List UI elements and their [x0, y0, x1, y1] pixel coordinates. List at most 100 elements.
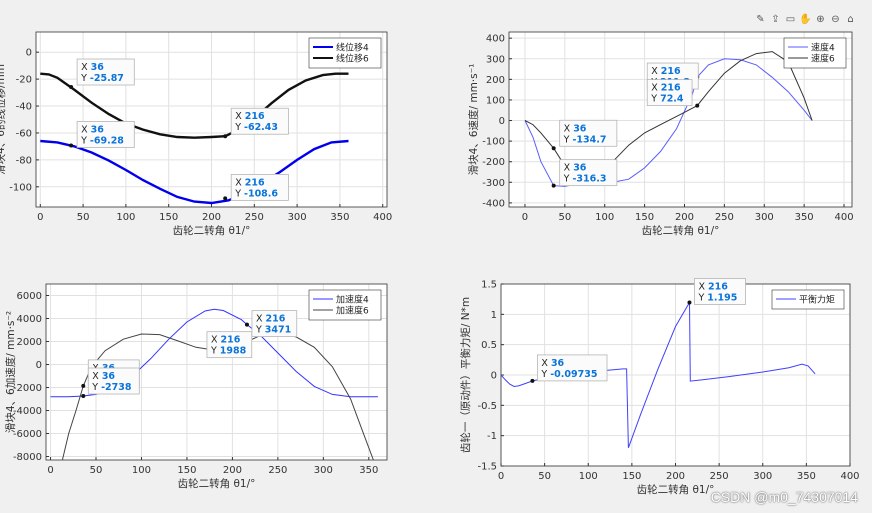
y-axis-label: 滑块4、6速度/ mm·s⁻¹ [467, 64, 480, 176]
datatip-x: X 216 [211, 335, 241, 346]
x-tick-label: 0 [522, 212, 528, 223]
y-tick-label: 0 [26, 48, 32, 59]
datatip-icon[interactable]: ▭ [785, 14, 796, 25]
y-tick-label: -400 [482, 198, 505, 209]
x-tick-label: 350 [795, 212, 814, 223]
x-tick-label: 300 [755, 212, 774, 223]
axes-frame [508, 31, 853, 208]
pan-icon[interactable]: ✋ [799, 14, 812, 25]
datatip-x: X 36 [81, 124, 104, 135]
y-tick-label: 0 [491, 371, 497, 382]
datatip-marker [223, 196, 228, 201]
x-tick-label: 150 [159, 212, 178, 223]
legend-label: 速度4 [811, 42, 835, 54]
x-tick-label: 100 [595, 212, 614, 223]
datatip-box [87, 367, 140, 395]
datatip-x: X 36 [81, 62, 104, 73]
x-tick-label: 0 [498, 471, 504, 482]
datatip-x-value: 216 [661, 83, 681, 94]
y-tick-label: 300 [486, 54, 505, 65]
datatip-y-value: -134.7 [572, 134, 606, 145]
datatip-y: Y 3471 [255, 325, 291, 336]
datatip-y-value: -0.09735 [550, 369, 597, 380]
datatip-x: X 216 [235, 111, 265, 122]
datatip-box [537, 354, 608, 382]
datatip-x: X 216 [651, 83, 681, 94]
y-tick-label: -6000 [13, 429, 42, 440]
legend-label: 加速度6 [336, 305, 369, 317]
datatip-box [559, 119, 618, 147]
datatip-x: X 36 [564, 163, 587, 174]
x-tick-label: 250 [268, 465, 287, 476]
datatip-x: X 216 [235, 177, 265, 188]
x-tick-label: 200 [223, 465, 242, 476]
datatip-y-value: 1.195 [707, 293, 737, 304]
y-axis-label: 齿轮一（原动件）平衡力矩/ N*m [459, 297, 472, 453]
datatip-x: X 216 [651, 66, 681, 77]
x-tick-label: 300 [753, 471, 772, 482]
datatip-box [206, 331, 253, 359]
y-tick-label: 400 [486, 34, 505, 45]
legend-label: 平衡力矩 [799, 294, 835, 306]
y-tick-label: -1.5 [477, 462, 497, 473]
datatip-marker [687, 300, 692, 305]
export-icon[interactable]: ⇪ [771, 14, 780, 25]
chart-1: 0 50 100 150 200 250 300 350 400 0 -20 -40 -60 -80 -10… [0, 31, 392, 237]
x-tick-label: 250 [715, 212, 734, 223]
datatip-x-value: 36 [573, 123, 587, 134]
y-tick-label: -60 [16, 128, 32, 139]
datatip-y-value: -25.87 [90, 73, 124, 84]
zoom-in-icon[interactable]: ⊕ [816, 14, 825, 25]
datatip-x: X 36 [92, 371, 115, 382]
datatip-x-value: 36 [573, 163, 587, 174]
datatip-box [251, 310, 298, 337]
datatip-marker [81, 383, 86, 388]
datatip-x-value: 36 [551, 358, 565, 369]
y-tick-label: -8000 [13, 452, 42, 463]
datatip-x-value: 216 [708, 282, 728, 293]
x-tick-label: 200 [666, 471, 685, 482]
x-tick-label: 150 [635, 212, 654, 223]
y-tick-label: 0 [499, 116, 505, 127]
home-icon[interactable]: ⌂ [847, 14, 854, 25]
datatip-x-value: 216 [661, 66, 681, 77]
x-axis-label: 齿轮二转角 θ1/° [642, 224, 720, 237]
x-axis-label: 齿轮二转角 θ1/° [637, 483, 715, 496]
x-tick-label: 50 [558, 212, 571, 223]
x-tick-label: 300 [288, 212, 307, 223]
datatip-box [646, 79, 693, 107]
x-tick-label: 0 [47, 465, 53, 476]
series-line [501, 300, 816, 448]
y-tick-label: 0 [36, 360, 42, 371]
x-tick-label: 200 [675, 212, 694, 223]
datatip-marker [244, 322, 249, 327]
y-tick-label: 6000 [17, 291, 42, 302]
x-tick-label: 350 [330, 212, 349, 223]
datatip-marker [81, 394, 86, 399]
x-tick-label: 100 [116, 212, 135, 223]
datatip-y-value: 72.4 [660, 94, 684, 105]
series-line [40, 72, 349, 139]
datatip-y: Y 1988 [210, 346, 247, 357]
x-tick-label: 50 [90, 465, 103, 476]
y-tick-label: -2000 [13, 383, 42, 394]
y-tick-label: -0.5 [477, 401, 497, 412]
legend-box [308, 289, 382, 321]
datatip-box [76, 58, 135, 86]
brush-icon[interactable]: ✎ [756, 14, 765, 25]
datatip-y-value: -2738 [101, 382, 132, 393]
y-tick-label: 2000 [17, 337, 42, 348]
y-tick-label: 0.5 [481, 340, 497, 351]
zoom-out-icon[interactable]: ⊖ [831, 14, 840, 25]
x-tick-label: 300 [314, 465, 333, 476]
series-line [524, 51, 813, 183]
datatip-y-value: -62.43 [244, 122, 278, 133]
legend-box [783, 37, 847, 69]
y-tick-label: -200 [482, 157, 505, 168]
datatip-y: Y -62.43 [234, 122, 278, 133]
y-tick-label: 100 [486, 95, 505, 106]
chart-4: 0 50 100 150 200 250 300 350 400 1.5 1 0.5 0 -0.5 -1 -1… [459, 278, 860, 496]
x-tick-label: 100 [579, 471, 598, 482]
datatip-box [230, 173, 289, 201]
datatip-y: Y 1.195 [697, 293, 737, 304]
